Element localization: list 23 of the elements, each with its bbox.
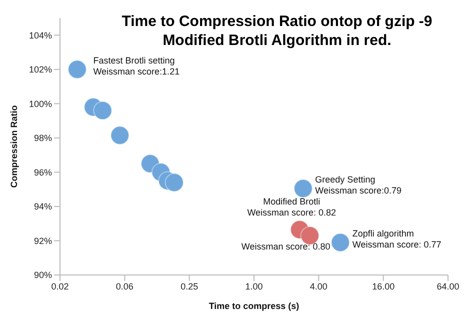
- y-tick-label: 98%: [34, 133, 52, 144]
- y-tick-label: 96%: [34, 167, 52, 178]
- y-tick-label: 104%: [28, 30, 52, 40]
- y-tick-label: 102%: [28, 64, 52, 75]
- y-tick-label: 92%: [34, 236, 52, 246]
- x-tick-label: 0.06: [116, 281, 134, 292]
- y-tick-label: 90%: [34, 270, 52, 280]
- x-tick-label: 0.25: [180, 281, 198, 292]
- x-axis-title: Time to compress (s): [208, 301, 300, 311]
- y-tick-label: 100%: [28, 98, 52, 109]
- annotation: Fastest Brotli setting Weissman score:1.21: [93, 55, 180, 76]
- annotation: Weissman score: 0.80: [241, 242, 330, 252]
- x-tick-label: 64.00: [436, 281, 460, 292]
- annotation: Greedy Setting Weissman score:0.79: [315, 174, 402, 196]
- annotation: Modified Brotli Weissman score: 0.82: [247, 196, 336, 218]
- annotation: Zopfli algorithm Weissman score: 0.77: [352, 228, 442, 250]
- y-tick-label: 94%: [34, 202, 52, 212]
- y-axis-title: Compression Ratio: [9, 104, 20, 188]
- x-tick-label: 1.00: [245, 281, 263, 292]
- chart-title: Time to Compression Ratio ontop of gzip -9 Modified Brotli Algorithm in red.: [120, 12, 434, 50]
- x-tick-label: 4.00: [310, 281, 328, 292]
- x-tick-label: 16.00: [372, 281, 395, 292]
- x-tick-label: 0.02: [51, 281, 69, 292]
